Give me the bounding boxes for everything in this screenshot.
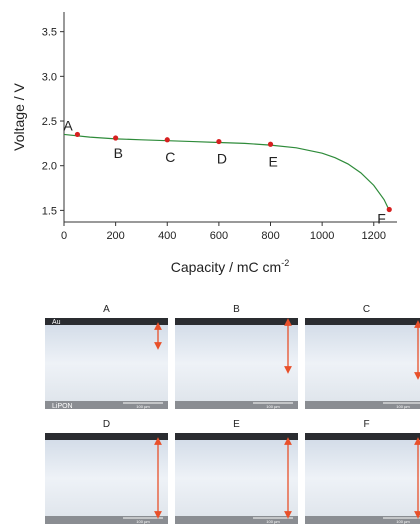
micrograph-top [45, 318, 168, 325]
x-tick-label: 1000 [310, 230, 334, 242]
x-axis-label-sup: -2 [281, 258, 289, 268]
micrograph-bottom [45, 516, 168, 524]
y-tick-label: 2.5 [42, 116, 57, 128]
panel-label: C [363, 304, 370, 315]
micrograph-top [45, 433, 168, 440]
micrograph-bottom [45, 401, 168, 409]
marker [164, 137, 170, 143]
marker [113, 135, 119, 141]
micrograph-top [175, 433, 298, 440]
scale-bar-label: 100 µm [266, 404, 280, 409]
micrograph [175, 318, 298, 409]
panel-label: F [363, 419, 369, 430]
micrograph-top [175, 318, 298, 325]
scale-bar-label: 100 µm [136, 404, 150, 409]
marker [386, 206, 392, 213]
micrograph-top [305, 318, 420, 325]
marker [216, 138, 222, 145]
x-tick-label: 600 [210, 230, 228, 242]
y-axis-label: Voltage / V [11, 82, 27, 150]
bottom-label: LiPON [52, 403, 73, 410]
y-tick-label: 3.5 [42, 27, 57, 39]
micrograph-top [305, 433, 420, 440]
micrograph-bottom [175, 401, 298, 409]
marker-label: A [63, 117, 73, 133]
x-tick-label: 400 [158, 230, 176, 242]
x-tick-label: 200 [106, 230, 124, 242]
micrograph-bottom [175, 516, 298, 524]
micrograph-bottom [305, 516, 420, 524]
scale-bar-label: 100 µm [396, 404, 410, 409]
marker-label: B [114, 145, 123, 161]
marker-label: C [165, 149, 175, 165]
x-axis-label-text: Capacity / mC cm [171, 259, 281, 275]
micrograph [305, 433, 420, 524]
micrograph [45, 433, 168, 524]
marker-label: F [377, 210, 386, 226]
y-tick-label: 2.0 [42, 161, 57, 173]
x-axis-label: Capacity / mC cm-2 [171, 258, 289, 275]
y-tick-label: 3.0 [42, 71, 57, 83]
panel-label: A [103, 304, 110, 315]
micrograph [175, 433, 298, 524]
panel-label: E [233, 419, 240, 430]
micrograph [45, 318, 168, 409]
top-label: Au [52, 319, 61, 326]
scale-bar-label: 100 µm [396, 519, 410, 524]
x-tick-label: 0 [61, 230, 67, 242]
scale-bar-label: 100 µm [266, 519, 280, 524]
scale-bar-label: 100 µm [136, 519, 150, 524]
x-tick-label: 800 [261, 230, 279, 242]
marker [267, 141, 274, 147]
marker [74, 131, 81, 138]
panel-label: D [103, 419, 110, 430]
x-tick-label: 1200 [362, 230, 386, 242]
marker-label: E [269, 153, 278, 169]
y-tick-label: 1.5 [42, 205, 57, 217]
micrograph-bottom [305, 401, 420, 409]
panel-label: B [233, 304, 240, 315]
marker-label: D [217, 151, 227, 167]
micrograph [305, 318, 420, 409]
